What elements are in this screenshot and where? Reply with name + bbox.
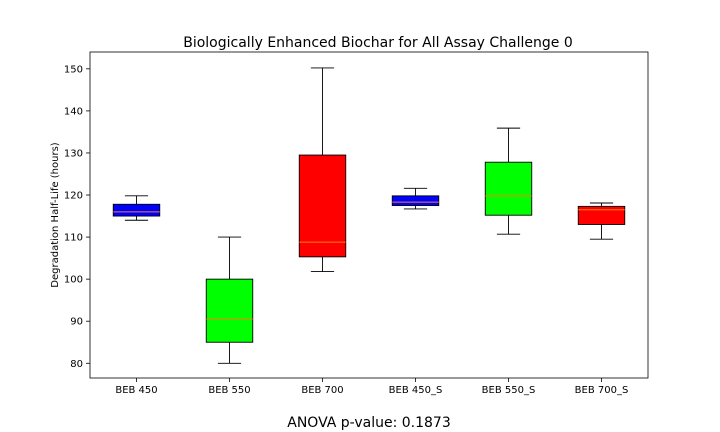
plot-frame [89, 51, 649, 379]
y-tick-label: 140 [64, 106, 83, 117]
x-tick-label: BEB 700_S [575, 385, 629, 396]
box [391, 195, 440, 206]
x-tick-label: BEB 450 [115, 385, 157, 396]
y-tick-label: 110 [64, 233, 83, 244]
y-tick-label: 150 [64, 64, 83, 75]
y-tick-label: 120 [64, 191, 83, 202]
x-tick-label: BEB 700 [301, 385, 343, 396]
box [577, 205, 626, 225]
box [298, 154, 347, 258]
x-tick-label: BEB 550 [208, 385, 250, 396]
y-tick-label: 80 [70, 359, 83, 370]
anova-annotation: ANOVA p-value: 0.1873 [287, 415, 451, 431]
box [484, 161, 533, 216]
box [112, 203, 161, 217]
x-tick-label: BEB 550_S [482, 385, 536, 396]
box [205, 278, 254, 343]
x-tick-label: BEB 450_S [389, 385, 443, 396]
y-axis-label: Degradation Half-Life (hours) [50, 142, 61, 287]
plot-area: 80 90 100 110 120 130 140 150 BEB 450 BEB 550 BEB … [64, 51, 649, 396]
y-tick-label: 90 [70, 317, 83, 328]
y-tick-label: 100 [64, 275, 83, 286]
chart-title: Biologically Enhanced Biochar for All As… [183, 35, 573, 51]
y-tick-label: 130 [64, 148, 83, 159]
